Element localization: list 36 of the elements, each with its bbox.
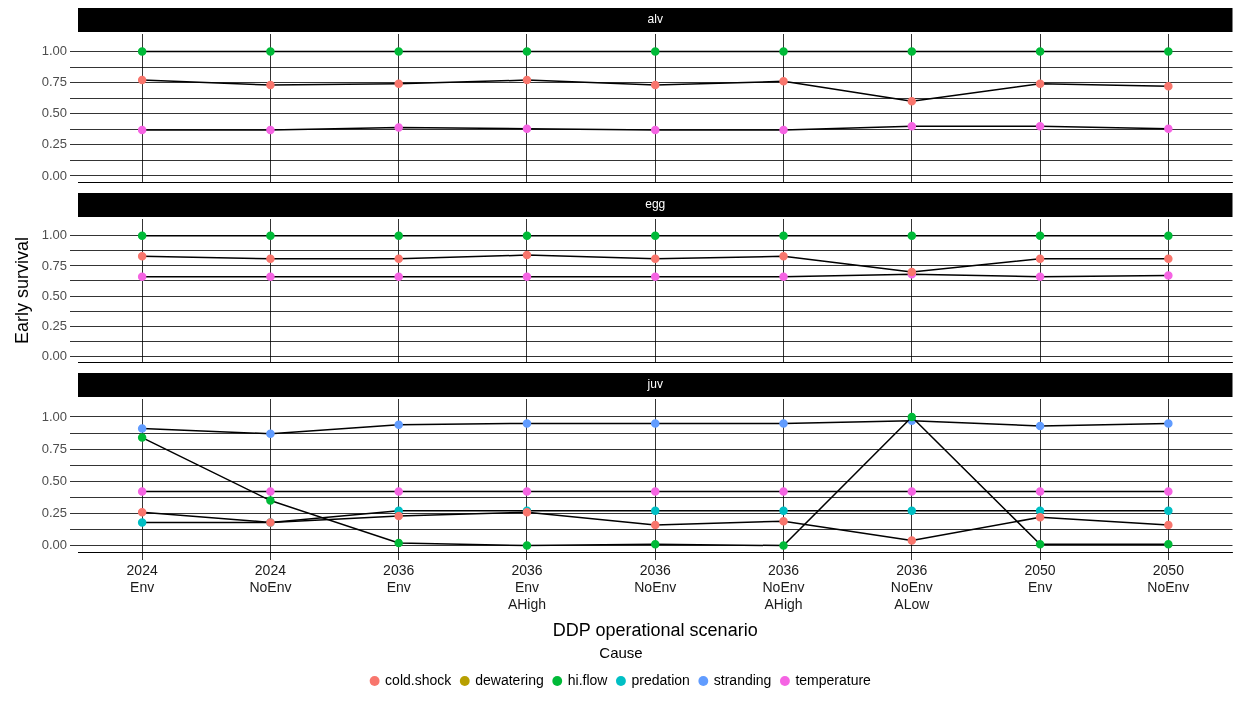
x-tick-label: 2036 Env AHigh [507,562,547,612]
y-tick-label: 0.00 [41,537,67,553]
x-tick-label: 2036 Env [383,562,415,596]
legend-title: Cause [599,643,643,661]
legend-label: temperature [795,671,872,688]
x-tick-label: 2050 Env [1024,562,1056,596]
y-tick-label: 0.00 [41,347,67,363]
y-tick-label: 0.25 [41,317,67,333]
y-tick-label: 0.75 [41,74,67,90]
y-tick-label: 0.50 [41,472,67,488]
legend-label: hi.flow [567,671,609,688]
x-tick-label: 2024 NoEnv [249,562,292,596]
x-axis-title: DDP operational scenario [552,620,758,641]
y-tick-label: 0.75 [41,257,67,273]
y-tick-label: 0.00 [41,167,67,183]
chart-title: juv [646,377,663,392]
y-tick-label: 1.00 [41,43,67,59]
y-tick-label: 1.00 [41,408,67,424]
legend-label: dewatering [475,671,544,688]
y-tick-label: 0.25 [41,136,67,152]
legend-label: predation [631,671,690,688]
chart-title: alv [647,12,663,27]
chart-title: egg [645,197,666,212]
legend-label: stranding [713,671,772,688]
y-tick-label: 0.25 [41,505,67,521]
x-tick-label: 2036 NoEnv [634,562,677,596]
y-tick-label: 1.00 [41,227,67,243]
y-axis-title: Early survival [11,237,32,345]
x-tick-label: 2024 Env [126,562,158,596]
x-tick-label: 2050 NoEnv [1147,562,1190,596]
x-tick-label: 2036 NoEnv AHigh [762,562,805,612]
legend-label: cold.shock [385,671,453,688]
y-tick-label: 0.50 [41,287,67,303]
x-tick-label: 2036 NoEnv ALow [890,562,933,612]
y-tick-label: 0.75 [41,440,67,456]
y-tick-label: 0.50 [41,105,67,121]
